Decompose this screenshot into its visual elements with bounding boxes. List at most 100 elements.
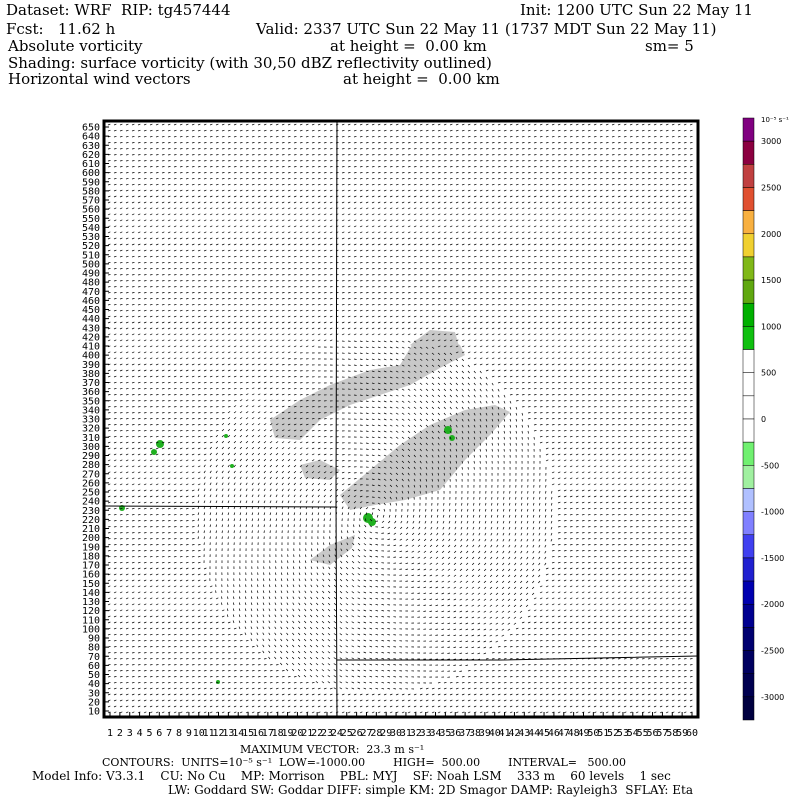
x-tick-label: 19	[282, 728, 294, 739]
colorbar-label: 1500	[761, 276, 781, 285]
colorbar-label: -1500	[761, 554, 784, 563]
x-tick-label: 1	[107, 728, 113, 739]
reflectivity-area	[300, 460, 340, 480]
x-tick-label: 45	[538, 728, 550, 739]
y-tick-label: 630	[82, 141, 100, 152]
x-axis: 1 2 3 4 5 6 7 8 9 1011121314151617181920212223242…	[107, 712, 698, 739]
y-tick-label: 140	[82, 588, 100, 599]
x-tick-label: 15	[242, 728, 254, 739]
y-tick-label: 340	[82, 405, 100, 416]
y-tick-label: 110	[82, 615, 100, 626]
y-tick-label: 580	[82, 186, 100, 197]
reflectivity-area	[310, 535, 355, 565]
colorbar-swatch	[742, 117, 755, 142]
y-tick-label: 210	[82, 524, 100, 535]
y-tick-label: 70	[88, 652, 100, 663]
x-tick-label: 60	[686, 728, 698, 739]
x-tick-label: 26	[351, 728, 363, 739]
colorbar-swatch	[742, 210, 755, 235]
header-smoothing: sm= 5	[645, 37, 694, 55]
wind-vector-layer	[107, 123, 693, 714]
y-tick-label: 320	[82, 424, 100, 435]
y-tick-label: 480	[82, 278, 100, 289]
colorbar-swatch	[742, 650, 755, 674]
y-axis: 1020304050607080901001101201301401501601…	[82, 123, 109, 718]
colorbar-swatch	[742, 465, 755, 489]
x-tick-label: 50	[587, 728, 599, 739]
footer-contours: CONTOURS: UNITS=10⁻⁵ s⁻¹ LOW=-1000.00 HI…	[102, 756, 626, 769]
y-tick-label: 360	[82, 387, 100, 398]
colorbar-swatch	[742, 580, 755, 605]
y-tick-label: 560	[82, 205, 100, 216]
x-tick-label: 36	[449, 728, 461, 739]
colorbar-swatch	[742, 372, 755, 397]
y-tick-label: 530	[82, 232, 100, 243]
state-boundary	[337, 655, 699, 661]
x-tick-label: 21	[301, 728, 313, 739]
y-tick-label: 620	[82, 150, 100, 161]
wind-vectors	[107, 123, 693, 714]
y-tick-label: 80	[88, 643, 100, 654]
vorticity-spot	[151, 449, 157, 455]
state-boundary	[335, 120, 338, 718]
x-tick-label: 14	[232, 728, 244, 739]
y-tick-label: 490	[82, 269, 100, 280]
colorbar-swatch	[742, 441, 755, 466]
x-tick-label: 8	[176, 728, 182, 739]
y-tick-label: 270	[82, 469, 100, 480]
y-tick-label: 240	[82, 497, 100, 508]
colorbar-swatch	[742, 279, 755, 304]
header-valid: Valid: 2337 UTC Sun 22 May 11 (1737 MDT …	[256, 20, 717, 38]
x-tick-label: 47	[558, 728, 570, 739]
vorticity-spot	[230, 464, 234, 468]
footer-max-vector: MAXIMUM VECTOR: 23.3 m s⁻¹	[240, 743, 425, 756]
y-tick-label: 290	[82, 451, 100, 462]
y-tick-label: 500	[82, 259, 100, 270]
y-tick-label: 280	[82, 460, 100, 471]
colorbar-swatch	[742, 488, 755, 512]
vorticity-spot	[444, 426, 452, 434]
x-tick-label: 9	[186, 728, 192, 739]
header-vectors-height: at height = 0.00 km	[343, 70, 500, 88]
x-tick-label: 57	[656, 728, 668, 739]
colorbar-swatch	[742, 233, 755, 258]
header-vectors: Horizontal wind vectors	[8, 70, 191, 88]
colorbar-label: -1000	[761, 508, 784, 517]
header-fcst: Fcst: 11.62 h	[6, 20, 116, 38]
colorbar-swatch	[742, 557, 755, 582]
x-tick-label: 20	[291, 728, 303, 739]
x-tick-label: 41	[499, 728, 511, 739]
x-tick-label: 11	[203, 728, 215, 739]
colorbar-swatch	[742, 696, 755, 721]
x-tick-label: 24	[331, 728, 343, 739]
x-tick-label: 6	[156, 728, 162, 739]
y-tick-label: 440	[82, 314, 100, 325]
y-tick-label: 150	[82, 579, 100, 590]
colorbar-unit: 10⁻⁵ s⁻¹	[761, 116, 789, 124]
y-tick-label: 20	[88, 697, 100, 708]
y-tick-label: 600	[82, 168, 100, 179]
colorbar-swatch	[742, 164, 755, 188]
y-tick-label: 330	[82, 415, 100, 426]
x-tick-label: 55	[637, 728, 649, 739]
x-tick-label: 31	[400, 728, 412, 739]
x-tick-label: 43	[518, 728, 530, 739]
colorbar-swatch	[742, 673, 755, 698]
colorbar-swatch	[742, 187, 755, 211]
x-tick-label: 37	[459, 728, 471, 739]
x-tick-label: 46	[548, 728, 560, 739]
y-tick-label: 540	[82, 223, 100, 234]
y-tick-label: 450	[82, 305, 100, 316]
y-tick-label: 610	[82, 159, 100, 170]
x-tick-label: 13	[222, 728, 234, 739]
y-tick-label: 40	[88, 679, 100, 690]
y-tick-label: 390	[82, 360, 100, 371]
y-tick-label: 370	[82, 378, 100, 389]
header-shading: Shading: surface vorticity (with 30,50 d…	[8, 54, 492, 72]
y-tick-label: 640	[82, 132, 100, 143]
colorbar: 3000 2500 2000 1500 1000 500 0 -500 -1000 -1500 -2…	[742, 116, 789, 721]
x-tick-label: 12	[212, 728, 224, 739]
colorbar-label: -2000	[761, 600, 784, 609]
x-tick-label: 34	[430, 728, 442, 739]
